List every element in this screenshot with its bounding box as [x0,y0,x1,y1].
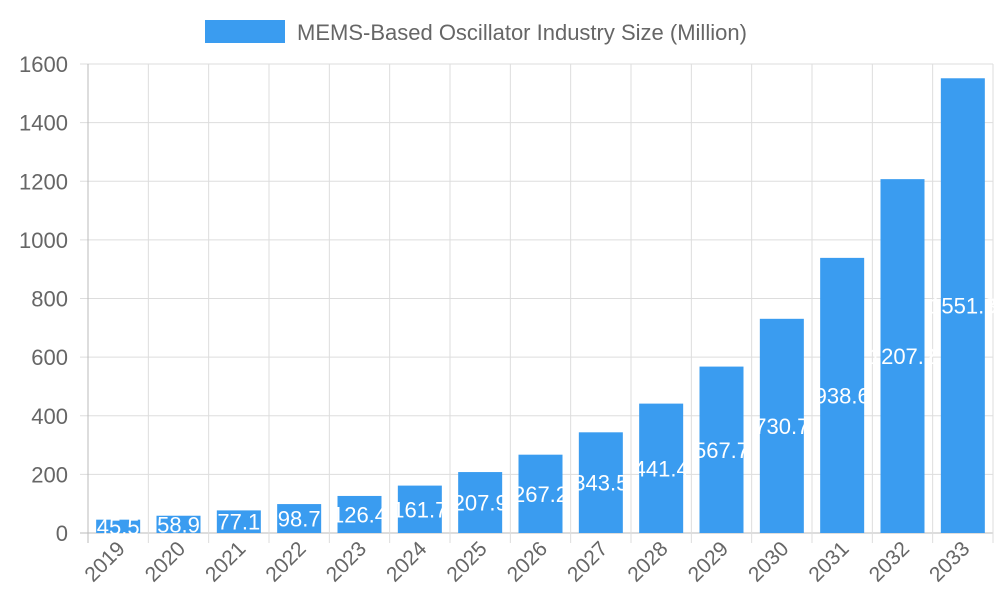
y-tick-label: 1200 [19,169,68,194]
x-tick-label: 2027 [563,537,612,586]
x-tick-label: 2030 [744,537,793,586]
y-tick-label: 0 [56,521,68,546]
x-tick-label: 2020 [141,537,190,586]
data-label: 98.7 [278,507,321,532]
bar [699,366,744,533]
y-tick-label: 400 [31,404,68,429]
bar [940,78,985,534]
data-label: 126.4 [332,502,387,527]
bar [820,257,865,533]
x-tick-label: 2025 [442,537,491,586]
bar [458,472,503,533]
data-label: 58.9 [157,512,200,537]
data-label: 1207.2 [869,344,936,369]
bar [880,179,925,533]
data-label: 343.5 [573,471,628,496]
data-label: 45.5 [97,514,140,539]
x-tick-label: 2026 [503,537,552,586]
bar [518,454,563,533]
bar [337,495,382,533]
x-tick-label: 2032 [865,537,914,586]
bar [759,318,804,533]
y-tick-label: 1600 [19,52,68,77]
legend-label: MEMS-Based Oscillator Industry Size (Mil… [297,20,747,45]
bar [216,510,261,533]
data-label: 207.9 [453,491,508,516]
x-tick-label: 2019 [80,537,129,586]
data-label: 1551.3 [929,294,996,319]
data-label: 267.2 [513,482,568,507]
x-tick-label: 2023 [322,537,371,586]
bar [156,515,201,533]
data-label: 77.1 [217,510,260,535]
x-tick-label: 2022 [261,537,310,586]
data-label: 938.6 [815,383,870,408]
data-label: 441.4 [634,456,689,481]
bar [578,432,623,533]
legend-swatch [205,20,285,43]
x-tick-label: 2031 [804,537,853,586]
data-label: 567.7 [694,438,749,463]
x-tick-label: 2021 [201,537,250,586]
y-tick-label: 600 [31,345,68,370]
y-tick-label: 1000 [19,228,68,253]
y-tick-label: 800 [31,287,68,312]
x-tick-label: 2033 [925,537,974,586]
x-tick-label: 2024 [382,537,432,587]
y-tick-label: 200 [31,462,68,487]
data-label: 161.7 [392,497,447,522]
y-tick-label: 1400 [19,111,68,136]
x-tick-label: 2028 [623,537,672,586]
bar [639,403,684,533]
bar [96,519,141,533]
bar [277,504,322,533]
data-label: 730.7 [754,414,809,439]
bar [397,485,442,533]
x-tick-label: 2029 [684,537,733,586]
